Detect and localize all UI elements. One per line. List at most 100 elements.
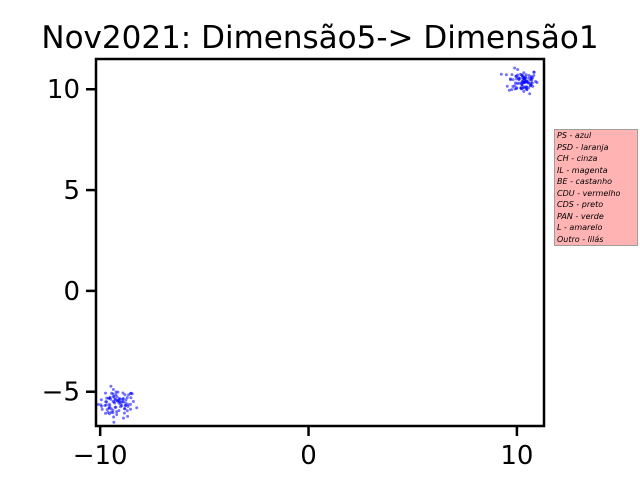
legend-entry: L - amarelo (557, 223, 603, 232)
scatter-point (122, 416, 125, 420)
scatter-point (126, 404, 130, 408)
scatter-point (527, 76, 531, 80)
scatter-point (515, 77, 518, 81)
scatter-point (129, 402, 132, 406)
legend-entry: PAN - verde (557, 211, 604, 221)
scatter-point (524, 80, 528, 83)
scatter-point (123, 407, 126, 411)
scatter-point (527, 74, 531, 77)
data-points (96, 66, 539, 424)
scatter-point (114, 390, 118, 394)
scatter-point (111, 399, 115, 403)
scatter-point (114, 393, 118, 397)
scatter-point (529, 81, 533, 85)
scatter-point (532, 74, 536, 77)
scatter-point (111, 411, 115, 415)
plot-frame (94, 57, 546, 428)
scatter-point (125, 396, 129, 399)
x-tick-label: −10 (73, 441, 128, 471)
scatter-point (115, 413, 119, 416)
scatter-point (110, 391, 114, 395)
scatter-point (125, 409, 129, 413)
y-tick-label: −5 (42, 378, 80, 408)
legend-entry: CDS - preto (557, 200, 604, 209)
scatter-point (120, 404, 124, 408)
scatter-point (111, 408, 115, 412)
x-tick-label: 10 (500, 441, 533, 471)
scatter-point (516, 68, 520, 71)
scatter-point (499, 72, 503, 76)
scatter-point (126, 414, 130, 418)
scatter-point (511, 78, 515, 82)
chart-title: Nov2021: Dimensão5-> Dimensão1 (41, 20, 598, 56)
scatter-point (107, 402, 111, 406)
scatter-point (104, 403, 108, 407)
scatter-point (117, 397, 121, 400)
scatter-point (532, 70, 536, 74)
scatter-point (534, 80, 538, 83)
scatter-point (525, 87, 529, 91)
scatter-point (509, 77, 512, 81)
scatter-point (96, 402, 100, 406)
scatter-point (122, 400, 125, 404)
legend-entry: CDU - vermelho (557, 188, 621, 198)
scatter-point (114, 398, 118, 402)
scatter-point (504, 73, 508, 77)
scatter-point (525, 85, 528, 89)
y-axis: −5 0 5 10 (42, 75, 96, 408)
scatter-point (511, 85, 515, 88)
scatter-point (106, 410, 110, 414)
scatter-point (522, 75, 526, 79)
scatter-point (124, 398, 128, 402)
scatter-point (522, 89, 526, 93)
scatter-point (123, 393, 127, 397)
scatter-point (507, 88, 511, 92)
scatter-point (121, 391, 125, 395)
scatter-point (115, 410, 119, 414)
scatter-point (121, 397, 125, 400)
scatter-point (99, 398, 103, 402)
scatter-point (122, 411, 126, 415)
scatter-point (111, 388, 115, 391)
scatter-point (505, 84, 509, 88)
scatter-point (105, 396, 109, 400)
scatter-point (112, 420, 116, 424)
scatter-point (522, 85, 526, 89)
scatter-point (104, 400, 108, 404)
scatter-point (109, 384, 113, 388)
scatter-point (528, 92, 532, 96)
legend-entry: IL - magenta (557, 165, 608, 175)
scatter-point (100, 407, 104, 411)
scatter-point (129, 391, 133, 395)
legend-entry: BE - castanho (557, 177, 613, 186)
legend-entry: CH - cinza (557, 154, 598, 163)
scatter-point (530, 78, 534, 82)
scatter-point (117, 409, 121, 413)
legend-entry: Outro - lilás (557, 234, 604, 244)
scatter-point (129, 407, 132, 411)
legend-entry: PS - azul (557, 131, 592, 140)
scatter-point (131, 400, 135, 403)
scatter-point (112, 394, 116, 398)
x-tick-label: 0 (300, 441, 317, 471)
y-tick-label: 0 (63, 277, 80, 307)
scatter-point (510, 88, 514, 92)
scatter-point (104, 391, 107, 395)
scatter-point (129, 396, 133, 400)
scatter-point (517, 78, 521, 82)
scatter-point (112, 415, 116, 419)
scatter-point (522, 71, 526, 75)
scatter-point (510, 73, 514, 77)
scatter-point (516, 73, 520, 77)
scatter-point (514, 81, 517, 85)
y-tick-label: 5 (63, 176, 80, 206)
scatter-point (135, 406, 139, 410)
scatter-point (513, 66, 517, 70)
scatter-point (104, 411, 107, 415)
scatter-point (108, 396, 112, 400)
scatter-point (513, 87, 517, 91)
y-tick-label: 10 (47, 75, 80, 105)
scatter-point (114, 405, 118, 409)
legend: PS - azul PSD - laranja CH - cinza IL - mag… (554, 129, 638, 246)
